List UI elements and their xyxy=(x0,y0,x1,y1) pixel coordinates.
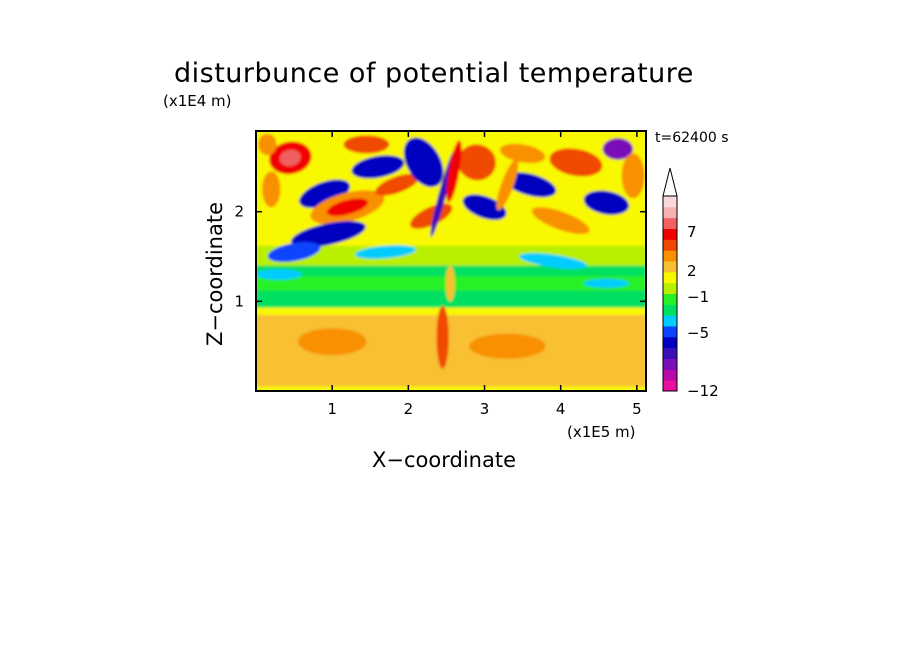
colorbar-segment xyxy=(663,217,677,229)
colorbar-segment xyxy=(663,239,677,251)
contour-blob-2 xyxy=(262,171,281,208)
x-tick-label: 3 xyxy=(480,400,490,418)
contour-blob-7 xyxy=(267,242,321,263)
layer-bottom xyxy=(256,386,646,391)
plot-frame xyxy=(255,130,647,392)
x-tick-label: 1 xyxy=(327,400,337,418)
x-axis: 1 2 3 4 5 xyxy=(327,131,642,418)
contour-blob-26 xyxy=(355,245,416,259)
contour-blob-33 xyxy=(445,265,455,302)
contour-blob-1 xyxy=(279,149,301,167)
x-tick-label: 4 xyxy=(556,400,566,418)
colorbar-segment xyxy=(663,347,677,359)
colorbar-segment xyxy=(663,261,677,273)
colorbar-segment xyxy=(663,326,677,338)
colorbar-frame xyxy=(662,195,678,392)
contour-blob-32 xyxy=(436,305,449,369)
contour-blob-30 xyxy=(297,328,367,356)
colorbar-segment xyxy=(663,358,677,370)
y-tick-label: 1 xyxy=(234,292,244,310)
colorbar-segment xyxy=(663,380,677,392)
x-axis-label: X−coordinate xyxy=(372,448,516,472)
colorbar-extend-arrow xyxy=(662,167,678,197)
colorbar-segment xyxy=(663,315,677,327)
contour-blob-22 xyxy=(258,133,277,156)
contour-blob-9 xyxy=(375,173,419,196)
contour-blob-3 xyxy=(299,179,350,209)
contour-blob-21 xyxy=(621,153,645,199)
x-scale-label: (x1E5 m) xyxy=(567,423,636,441)
contour-field xyxy=(256,131,646,391)
time-label: t=62400 s xyxy=(655,130,729,146)
colorbar-segment xyxy=(663,206,677,219)
colorbar-segment xyxy=(663,250,677,262)
colorbar: 7 2 −1 −5 −12 xyxy=(662,167,719,400)
y-tick-label: 2 xyxy=(234,203,244,221)
contour-blob-29 xyxy=(583,278,630,288)
contour-blob-31 xyxy=(469,333,546,359)
colorbar-label: 2 xyxy=(687,262,697,280)
contour-blob-8 xyxy=(351,155,405,179)
contour-blob-14 xyxy=(462,194,507,220)
contour-blob-5 xyxy=(326,198,369,217)
contour-blob-18 xyxy=(531,207,590,235)
contour-blob-17 xyxy=(549,148,603,177)
contour-blob-10 xyxy=(343,135,390,154)
contour-blob-25 xyxy=(496,159,519,211)
contour-blob-6 xyxy=(291,220,366,248)
x-tick-label: 2 xyxy=(404,400,414,418)
contour-blob-13 xyxy=(457,144,496,181)
x-tick-label: 5 xyxy=(632,400,642,418)
contour-blob-15 xyxy=(504,172,557,198)
contour-blob-19 xyxy=(583,190,629,215)
colorbar-segment xyxy=(663,293,677,305)
colorbar-segment xyxy=(663,228,677,240)
contour-blob-24 xyxy=(446,140,462,203)
colorbar-label: −5 xyxy=(687,324,709,342)
colorbar-label: −12 xyxy=(687,382,719,400)
y-axis: 12 xyxy=(234,203,646,310)
colorbar-label: 7 xyxy=(687,223,697,241)
contour-blob-11 xyxy=(403,137,444,188)
colorbar-segment xyxy=(663,282,677,294)
colorbar-segment xyxy=(663,196,677,208)
contour-blob-28 xyxy=(256,269,302,280)
layer-yellow xyxy=(256,307,646,315)
colorbar-label: −1 xyxy=(687,288,709,306)
chart-title: disturbunce of potential temperature xyxy=(174,58,694,89)
contour-blob-20 xyxy=(602,138,634,160)
colorbar-segment xyxy=(663,336,677,349)
colorbar-segment xyxy=(663,271,677,284)
contour-blob-27 xyxy=(519,253,588,269)
colorbar-segment xyxy=(663,369,677,381)
colorbar-segment xyxy=(663,304,677,316)
y-scale-label: (x1E4 m) xyxy=(163,92,232,110)
contour-blob-16 xyxy=(500,143,546,164)
